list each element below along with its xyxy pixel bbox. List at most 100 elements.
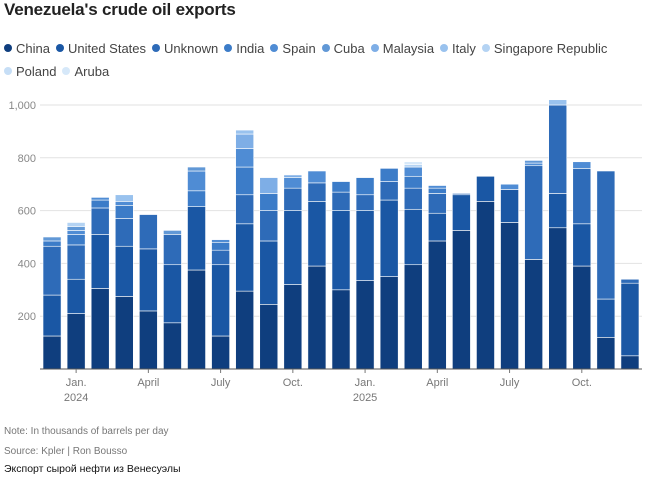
bar-segment-china bbox=[500, 222, 519, 370]
bar-segment-spain bbox=[66, 230, 86, 235]
bar-segment-united-states bbox=[42, 294, 62, 337]
bar-segment-unknown bbox=[572, 168, 592, 225]
legend-item-italy: Italy bbox=[440, 37, 476, 60]
bar-segment-spain bbox=[524, 162, 543, 167]
y-tick-label: 400 bbox=[18, 258, 36, 270]
stacked-bar-chart: 200 400 600 800 1,000 Jan. 2024 April July Oct. Ja… bbox=[8, 99, 642, 404]
bar-segment-india bbox=[90, 199, 110, 209]
bar-segment-spain bbox=[211, 239, 230, 243]
bar-segment-unknown bbox=[548, 104, 568, 194]
bar-segment-spain bbox=[283, 177, 303, 189]
legend-item-united-states: United States bbox=[55, 37, 147, 60]
bar-segment-unknown bbox=[139, 214, 158, 250]
legend-label: Italy bbox=[452, 41, 476, 56]
bar-segment-aruba bbox=[403, 161, 423, 165]
legend-item-cuba: Cuba bbox=[321, 37, 365, 60]
bar-segment-india bbox=[355, 177, 375, 196]
bar-segment-china bbox=[139, 310, 158, 370]
bar-segment-malaysia bbox=[235, 133, 255, 149]
legend-label: China bbox=[16, 41, 50, 56]
bar-segment-united-states bbox=[114, 245, 134, 297]
legend-swatch bbox=[4, 67, 12, 75]
bar-segment-china bbox=[403, 264, 423, 370]
bar-segment-italy bbox=[114, 194, 134, 202]
bar-segment-united-states bbox=[427, 212, 447, 242]
bar-segment-cuba bbox=[163, 230, 182, 235]
bar-segment-united-states bbox=[307, 201, 327, 267]
bar-segment-malaysia bbox=[259, 177, 279, 194]
legend-swatch bbox=[4, 44, 12, 52]
bar-segment-china bbox=[524, 259, 543, 370]
x-tick-label: July bbox=[500, 377, 520, 389]
bar-segment-china bbox=[307, 265, 327, 370]
bar-segment-united-states bbox=[259, 240, 279, 305]
bar-segment-china bbox=[90, 288, 110, 370]
bar-segment-china bbox=[331, 289, 351, 370]
bar-segment-singapore-republic bbox=[403, 164, 423, 168]
bar-segment-singapore-republic bbox=[66, 222, 86, 227]
bar-segment-unknown bbox=[452, 193, 471, 196]
legend-label: Singapore Republic bbox=[493, 41, 608, 56]
bar-segment-india bbox=[331, 181, 351, 193]
bar-segment-india bbox=[42, 240, 62, 247]
legend-item-poland: Poland bbox=[4, 60, 56, 83]
bar-segment-spain bbox=[572, 161, 592, 169]
legend-swatch bbox=[270, 44, 279, 52]
legend-label: Unknown bbox=[164, 41, 219, 56]
bar-segment-united-states bbox=[187, 206, 206, 271]
bar-segment-china bbox=[259, 304, 279, 370]
bar-segment-unknown bbox=[235, 194, 255, 225]
chart-title: Venezuela's crude oil exports bbox=[4, 0, 236, 19]
bar-segment-spain bbox=[427, 185, 447, 189]
bar-segment-italy bbox=[235, 129, 255, 135]
bar-segment-unknown bbox=[163, 234, 182, 266]
legend-label: India bbox=[236, 41, 265, 56]
bar-segment-india bbox=[427, 187, 447, 194]
x-tick-label: Oct. bbox=[283, 377, 303, 389]
bar-segment-unknown bbox=[355, 194, 375, 211]
legend-item-aruba: Aruba bbox=[62, 60, 109, 83]
bar-segment-china bbox=[66, 313, 86, 370]
bar-segment-spain bbox=[90, 197, 110, 201]
y-tick-label: 800 bbox=[18, 153, 36, 165]
x-tick-label: Jan. bbox=[355, 377, 376, 389]
bar-segment-india bbox=[235, 166, 255, 196]
bar-segment-unknown bbox=[427, 193, 447, 214]
bar-segment-china bbox=[548, 227, 568, 370]
bar-segment-united-states bbox=[572, 223, 592, 267]
legend-item-malaysia: Malaysia bbox=[370, 37, 434, 60]
bar-segment-spain bbox=[187, 170, 206, 192]
chart-source: Source: Kpler | Ron Bousso bbox=[4, 446, 128, 457]
bar-segment-china bbox=[114, 296, 134, 370]
bar-segment-spain bbox=[307, 170, 327, 184]
bar-segment-cuba bbox=[66, 226, 86, 231]
bar-segment-china bbox=[42, 335, 62, 370]
bar-segment-united-states bbox=[139, 248, 158, 312]
legend-swatch bbox=[62, 67, 71, 75]
bar-segment-united-states bbox=[90, 234, 110, 289]
y-tick-label: 1,000 bbox=[8, 100, 36, 112]
bar-segment-india bbox=[187, 190, 206, 207]
chart-caption: Экспорт сырой нефти из Венесуэлы bbox=[4, 463, 181, 475]
bar-segment-unknown bbox=[114, 218, 134, 247]
bar-segment-unknown bbox=[379, 181, 399, 201]
x-tick-year-label: 2025 bbox=[353, 392, 377, 404]
bar-segment-cuba bbox=[524, 160, 543, 164]
bar-segment-unknown bbox=[524, 165, 543, 260]
bar-segment-united-states bbox=[66, 278, 86, 314]
bar-segment-unknown bbox=[283, 187, 303, 211]
bar-segment-china bbox=[476, 201, 495, 370]
legend-item-singapore-republic: Singapore Republic bbox=[481, 37, 608, 60]
bar-segment-china bbox=[187, 269, 206, 370]
legend-label: United States bbox=[67, 41, 147, 56]
legend-label: Aruba bbox=[74, 64, 110, 79]
legend-label: Cuba bbox=[333, 41, 365, 56]
bar-segment-spain bbox=[500, 183, 519, 190]
bar-segment-united-states bbox=[548, 193, 568, 229]
bar-segment-unknown bbox=[211, 249, 230, 266]
legend-label: Poland bbox=[16, 64, 57, 79]
x-tick-year-label: 2024 bbox=[64, 392, 88, 404]
bar-segment-cuba bbox=[187, 166, 206, 172]
bar-segment-china bbox=[572, 265, 592, 370]
legend-item-china: China bbox=[4, 37, 50, 60]
